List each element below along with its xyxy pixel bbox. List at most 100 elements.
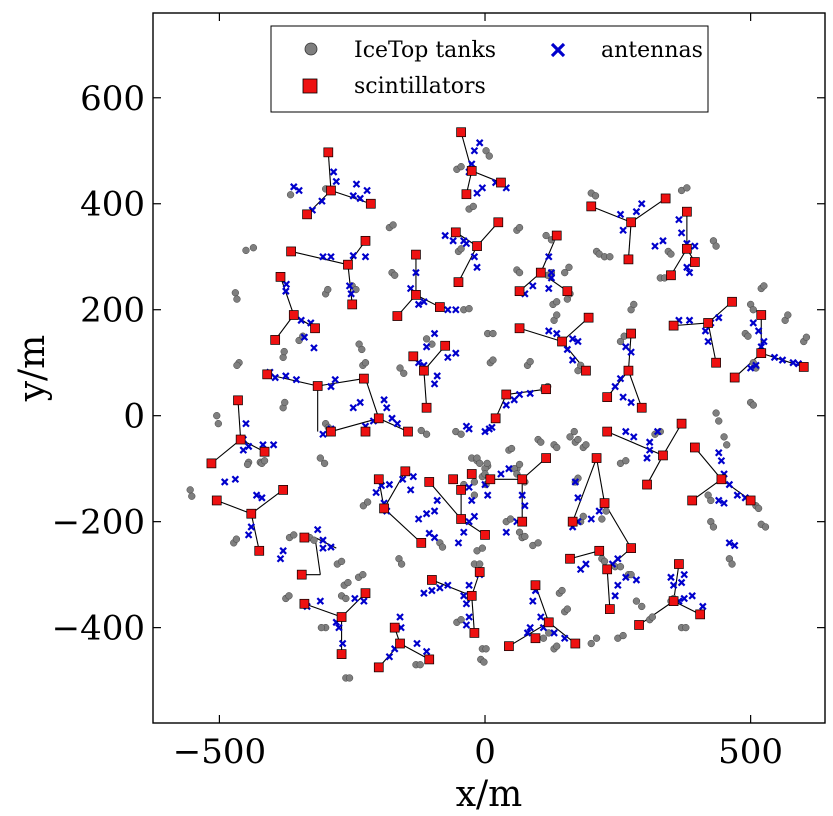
tank-point <box>324 285 332 294</box>
scintillator-point <box>634 620 644 630</box>
scintillator-point <box>583 312 594 323</box>
tank-point <box>457 245 465 253</box>
tank-point <box>715 417 723 425</box>
antenna-point <box>475 139 484 147</box>
antenna-stroke <box>470 146 479 155</box>
scintillator-point <box>716 474 727 485</box>
scintillator-point <box>674 559 684 569</box>
antenna-point <box>259 441 267 449</box>
antenna-point <box>470 252 479 261</box>
antenna-point <box>616 374 625 383</box>
tank-point <box>682 623 690 632</box>
antenna-point <box>462 600 471 608</box>
scintillator-point <box>501 389 512 400</box>
scintillator-point <box>642 479 652 490</box>
connection-line <box>691 478 722 501</box>
connection-line <box>707 322 717 363</box>
tank-point <box>476 560 484 568</box>
antenna-stroke <box>515 390 524 399</box>
antenna-point <box>627 398 635 407</box>
scintillator-point <box>456 485 466 495</box>
antenna-stroke <box>327 252 335 261</box>
antenna-stroke <box>529 282 537 290</box>
tank-point <box>469 202 477 211</box>
antenna-point <box>430 329 439 338</box>
scintillator-point <box>411 249 421 260</box>
antenna-point <box>231 475 240 484</box>
scintillator-point <box>798 362 809 372</box>
antenna-point <box>329 168 338 176</box>
antenna-point <box>361 252 370 261</box>
tank-point <box>570 427 578 436</box>
scintillator-point <box>392 311 403 321</box>
antenna-point <box>282 280 291 289</box>
tank-point <box>760 282 768 290</box>
antenna-stroke <box>428 586 436 595</box>
antenna-stroke <box>430 507 439 515</box>
scintillator-point <box>591 453 602 463</box>
scintillator-point <box>347 299 358 310</box>
antenna-stroke <box>629 433 638 441</box>
antenna-stroke <box>619 226 627 235</box>
antenna-point <box>444 581 452 590</box>
antenna-stroke <box>318 197 326 205</box>
antenna-point <box>412 268 420 277</box>
antenna-stroke <box>611 592 619 600</box>
antenna-point <box>651 242 659 250</box>
tank-point <box>600 557 609 566</box>
antenna-stroke <box>552 329 561 338</box>
antenna-stroke <box>306 319 315 327</box>
antenna-stroke <box>327 382 335 391</box>
connection-line <box>378 417 409 433</box>
antenna-stroke <box>510 396 519 404</box>
antenna-stroke <box>396 613 404 621</box>
antenna-point <box>244 442 253 451</box>
antenna-stroke <box>420 297 428 306</box>
x-tick-label: −500 <box>173 732 266 772</box>
antenna-point <box>345 282 354 290</box>
scintillator-point <box>682 206 692 217</box>
tank-point <box>188 492 196 500</box>
antenna-stroke <box>714 448 723 457</box>
scintillator-point <box>296 569 307 580</box>
antenna-point <box>459 528 468 537</box>
antenna-point <box>685 268 694 277</box>
scintillator-point <box>424 654 435 665</box>
antenna-stroke <box>363 186 371 195</box>
scintillator-point <box>440 340 451 351</box>
tank-point <box>243 460 252 469</box>
scintillator-point <box>453 277 464 288</box>
connection-line <box>572 457 598 522</box>
scintillator-point <box>211 495 222 506</box>
y-tick-label: 200 <box>80 291 145 331</box>
scintillator-point <box>416 538 427 548</box>
antenna-stroke <box>667 573 675 582</box>
scintillator-point <box>543 617 554 628</box>
connection-line <box>216 499 252 515</box>
antenna-point <box>717 456 726 465</box>
antenna-stroke <box>632 576 641 584</box>
scintillator-point <box>496 177 506 188</box>
scintillator-point <box>310 323 320 334</box>
scintillator-point <box>466 469 477 479</box>
scintillator-point <box>373 662 384 673</box>
tank-point <box>422 430 431 438</box>
antenna-stroke <box>252 491 261 499</box>
antenna-point <box>720 499 728 507</box>
scintillator-point <box>403 426 413 437</box>
y-tick-label: 600 <box>80 79 145 119</box>
antenna-stroke <box>271 373 279 382</box>
tank-point <box>545 629 553 637</box>
antenna-stroke <box>614 581 622 590</box>
antenna-point <box>526 389 534 398</box>
antenna-stroke <box>331 375 339 384</box>
antenna-stroke <box>414 358 423 367</box>
antenna-point <box>704 337 712 346</box>
antenna-stroke <box>385 652 394 661</box>
antenna-point <box>643 454 651 462</box>
antenna-point <box>388 414 396 423</box>
antenna-point <box>279 547 287 555</box>
antenna-stroke <box>632 207 641 216</box>
antenna-point <box>659 237 667 245</box>
